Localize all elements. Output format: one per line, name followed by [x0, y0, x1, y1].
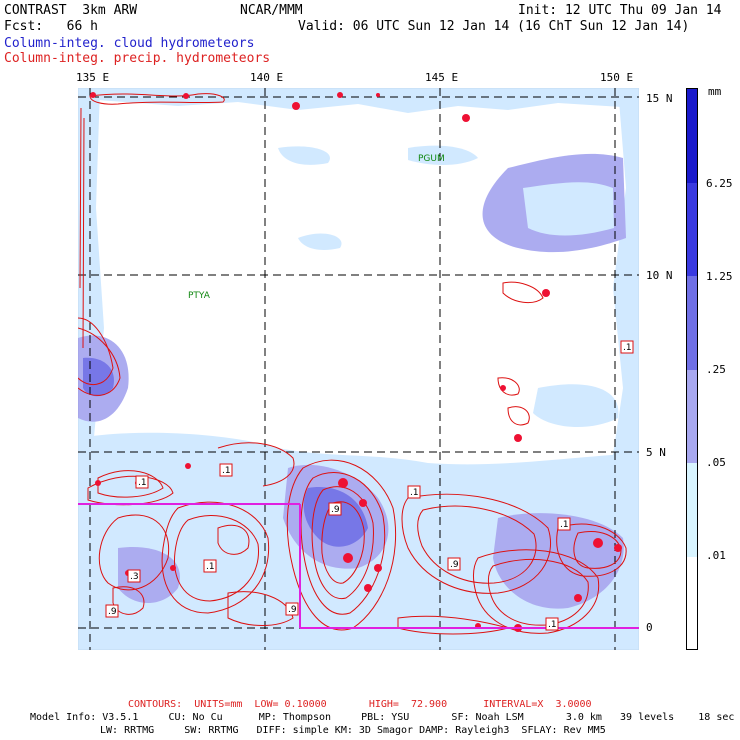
colorbar: [686, 88, 698, 650]
contour-label: .1: [206, 562, 215, 572]
contour-label: .9: [450, 560, 459, 570]
lon-label-140: 140 E: [250, 71, 284, 84]
place-pgum: PGUM: [418, 154, 445, 164]
lon-label-135: 135 E: [76, 71, 110, 84]
contour-label: .9: [288, 605, 297, 615]
header-product: CONTRAST 3km ARW: [4, 3, 138, 18]
contour-label: .9: [331, 505, 340, 515]
colorbar-band-6: [687, 557, 697, 649]
contour-label: .1: [138, 478, 147, 488]
header-init-time: Init: 12 UTC Thu 09 Jan 14: [518, 3, 722, 18]
header-forecast-hour: Fcst: 66 h: [4, 19, 98, 34]
lat-label-5n: 5 N: [646, 446, 666, 459]
legend-cloud-field: Column-integ. cloud hydrometeors: [4, 36, 255, 51]
header-valid-time: Valid: 06 UTC Sun 12 Jan 14 (16 ChT Sun …: [298, 19, 690, 34]
lat-label-10n: 10 N: [646, 269, 673, 282]
lon-label-150: 150 E: [600, 71, 634, 84]
contour-label: .1: [548, 620, 557, 630]
colorbar-band-3: [687, 276, 697, 370]
colorbar-unit: mm: [708, 85, 722, 98]
colorbar-label: .25: [706, 363, 726, 376]
header-org: NCAR/MMM: [240, 3, 303, 18]
lon-label-145: 145 E: [425, 71, 459, 84]
contour-labels: .1 .1 .1 .9 .1 .9 .1 .1 .9 .9 .1 .3: [105, 340, 634, 631]
contour-label: .1: [222, 466, 231, 476]
map-plot: PGUM PTYA .1 .1 .1 .9 .1 .9 .1 .1 .9 .9 …: [78, 88, 639, 650]
place-ptya: PTYA: [188, 291, 211, 301]
colorbar-band-4: [687, 370, 697, 463]
contour-label: .9: [108, 607, 117, 617]
footer-contours: CONTOURS: UNITS=mm LOW= 0.10000 HIGH= 72…: [128, 699, 592, 710]
graticule: [78, 88, 639, 650]
colorbar-label: .01: [706, 549, 726, 562]
colorbar-label: .05: [706, 456, 726, 469]
lat-label-15n: 15 N: [646, 92, 673, 105]
contour-label: .1: [623, 343, 632, 353]
contour-label: .1: [560, 520, 569, 530]
precip-cores: [90, 92, 622, 632]
nested-domain-boundary: [78, 503, 639, 629]
contour-label: .3: [130, 572, 139, 582]
colorbar-band-5: [687, 463, 697, 557]
colorbar-band-1: [687, 89, 697, 183]
colorbar-band-2: [687, 183, 697, 276]
precip-contours: [78, 93, 627, 635]
colorbar-label: 1.25: [706, 270, 733, 283]
contour-label: .1: [410, 488, 419, 498]
footer-model-info-1: Model Info: V3.5.1 CU: No Cu MP: Thompso…: [30, 712, 735, 723]
footer-model-info-2: LW: RRTMG SW: RRTMG DIFF: simple KM: 3D …: [100, 725, 606, 736]
lat-label-eq: 0: [646, 621, 653, 634]
colorbar-label: 6.25: [706, 177, 733, 190]
legend-precip-field: Column-integ. precip. hydrometeors: [4, 51, 271, 66]
